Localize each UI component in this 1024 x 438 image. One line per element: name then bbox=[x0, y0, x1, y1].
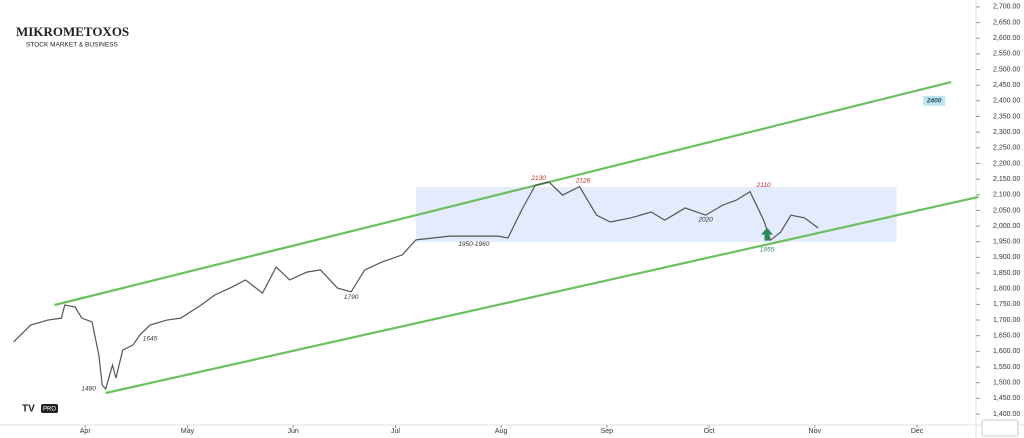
annotation: 1480 bbox=[81, 386, 96, 393]
channel-line bbox=[105, 195, 979, 395]
y-tick-label: 2,400.00 bbox=[993, 98, 1020, 105]
annotation: 1645 bbox=[143, 336, 158, 343]
y-tick-label: 2,500.00 bbox=[993, 66, 1020, 73]
y-tick-label: 1,400.00 bbox=[993, 411, 1020, 418]
y-tick-label: 1,900.00 bbox=[993, 254, 1020, 261]
annotation: 1950-1960 bbox=[458, 241, 489, 248]
logo-mark: TV bbox=[22, 404, 35, 415]
x-tick-label: Jun bbox=[288, 428, 299, 435]
y-tick-label: 1,550.00 bbox=[993, 364, 1020, 371]
target-label-bg bbox=[923, 95, 946, 106]
x-tick-label: Oct bbox=[704, 428, 715, 435]
annotation: 2110 bbox=[756, 182, 771, 189]
y-tick-label: 1,800.00 bbox=[993, 286, 1020, 293]
channel-line bbox=[54, 80, 952, 307]
x-tick-label: May bbox=[181, 428, 195, 435]
y-tick-label: 2,350.00 bbox=[993, 113, 1020, 120]
y-tick-label: 1,750.00 bbox=[993, 301, 1020, 308]
annotation: 2400 bbox=[926, 98, 942, 105]
y-tick-label: 1,600.00 bbox=[993, 348, 1020, 355]
y-tick-label: 1,500.00 bbox=[993, 380, 1020, 387]
x-tick-label: Sep bbox=[601, 428, 614, 435]
up-arrow bbox=[761, 227, 774, 241]
annotation: 2020 bbox=[697, 217, 713, 224]
y-tick-label: 1,950.00 bbox=[993, 239, 1020, 246]
x-tick-label: Jul bbox=[391, 428, 400, 435]
annotation: 1955 bbox=[760, 246, 775, 253]
brand-name: MIKROMETOXOS bbox=[16, 24, 129, 39]
y-tick-label: 1,700.00 bbox=[993, 317, 1020, 324]
price-line bbox=[13, 181, 819, 391]
y-tick-label: 2,550.00 bbox=[993, 51, 1020, 58]
y-tick-label: 2,100.00 bbox=[993, 192, 1020, 199]
settings-button[interactable] bbox=[981, 419, 1019, 437]
y-tick-label: 2,250.00 bbox=[993, 145, 1020, 152]
annotation: 1790 bbox=[344, 294, 359, 301]
y-tick-label: 1,650.00 bbox=[993, 333, 1020, 340]
annotation: 2126 bbox=[575, 177, 591, 184]
y-tick-label: 2,200.00 bbox=[993, 160, 1020, 167]
x-tick-label: Apr bbox=[80, 428, 92, 435]
y-tick-label: 2,300.00 bbox=[993, 129, 1020, 136]
annotation: 2130 bbox=[530, 175, 546, 182]
y-tick-label: 2,600.00 bbox=[993, 35, 1020, 42]
y-tick-label: 2,450.00 bbox=[993, 82, 1020, 89]
y-tick-label: 2,050.00 bbox=[993, 207, 1020, 214]
brand-box bbox=[14, 25, 128, 51]
y-tick-label: 2,650.00 bbox=[993, 19, 1020, 26]
y-tick-label: 1,850.00 bbox=[993, 270, 1020, 277]
x-tick-label: Nov bbox=[809, 428, 822, 435]
brand-tagline: STOCK MARKET & BUSINESS bbox=[26, 42, 119, 49]
x-tick-label: Aug bbox=[495, 428, 508, 435]
y-tick-label: 2,000.00 bbox=[993, 223, 1020, 230]
y-tick-label: 2,700.00 bbox=[993, 4, 1020, 11]
logo-badge bbox=[41, 404, 58, 413]
y-tick-label: 2,150.00 bbox=[993, 176, 1020, 183]
x-tick-label: Dec bbox=[911, 428, 924, 435]
y-tick-label: 1,450.00 bbox=[993, 395, 1020, 402]
logo-badge-text: PRO bbox=[43, 407, 56, 413]
plot: 2130 2126 2110 2020 1955 1950-1960 1790 1645 148… bbox=[13, 80, 979, 395]
